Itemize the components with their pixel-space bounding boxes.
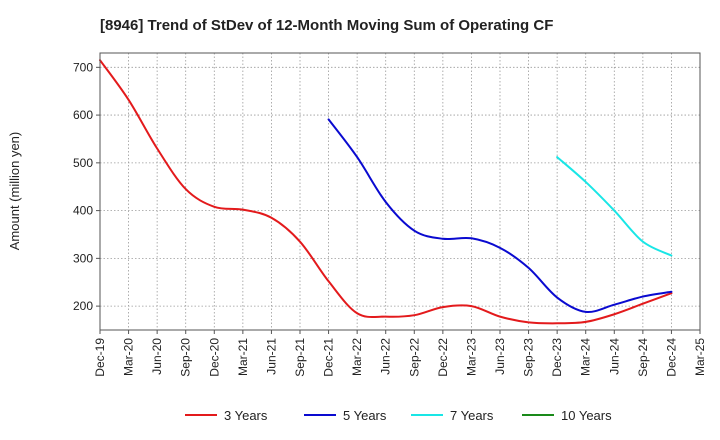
x-tick-label: Sep-24 bbox=[636, 338, 650, 377]
x-tick-label: Dec-24 bbox=[664, 338, 678, 377]
x-axis-ticks: Dec-19 Mar-20 Jun-20 Sep-20 Dec-20 Mar-21 Jun-… bbox=[93, 330, 707, 377]
y-tick-label: 600 bbox=[73, 108, 93, 122]
x-tick-label: Mar-20 bbox=[122, 338, 136, 376]
y-tick-label: 700 bbox=[73, 60, 93, 74]
series-line-5-years bbox=[327, 118, 673, 313]
x-tick-label: Mar-23 bbox=[464, 338, 478, 376]
y-tick-label: 500 bbox=[73, 156, 93, 170]
x-tick-label: Dec-22 bbox=[436, 338, 450, 377]
x-tick-label: Sep-22 bbox=[407, 338, 421, 377]
y-tick-label: 400 bbox=[73, 204, 93, 218]
legend-label: 7 Years bbox=[450, 408, 494, 423]
y-tick-label: 200 bbox=[73, 299, 93, 313]
x-tick-label: Dec-20 bbox=[207, 338, 221, 377]
x-tick-label: Mar-25 bbox=[693, 338, 707, 376]
legend-label: 5 Years bbox=[343, 408, 387, 423]
plot-frame bbox=[99, 52, 701, 331]
series-lines bbox=[99, 59, 673, 325]
x-tick-label: Sep-23 bbox=[522, 338, 536, 377]
x-tick-label: Jun-23 bbox=[493, 338, 507, 375]
x-tick-label: Mar-24 bbox=[579, 338, 593, 376]
x-tick-label: Jun-20 bbox=[150, 338, 164, 375]
x-tick-label: Jun-22 bbox=[379, 338, 393, 375]
legend-label: 10 Years bbox=[561, 408, 612, 423]
chart-title: [8946] Trend of StDev of 12-Month Moving… bbox=[100, 17, 553, 34]
legend: 3 Years 5 Years 7 Years 10 Years bbox=[185, 408, 612, 423]
y-axis-label: Amount (million yen) bbox=[7, 132, 22, 251]
series-line-3-years bbox=[99, 59, 673, 325]
x-tick-label: Mar-22 bbox=[350, 338, 364, 376]
x-tick-label: Mar-21 bbox=[236, 338, 250, 376]
x-tick-label: Dec-21 bbox=[322, 338, 336, 377]
y-axis-ticks: 200 300 400 500 600 700 bbox=[73, 60, 100, 313]
series-line-7-years bbox=[556, 156, 673, 257]
x-tick-label: Jun-21 bbox=[264, 338, 278, 375]
x-tick-label: Sep-21 bbox=[293, 338, 307, 377]
x-tick-label: Sep-20 bbox=[179, 338, 193, 377]
y-tick-label: 300 bbox=[73, 251, 93, 265]
x-tick-label: Jun-24 bbox=[607, 338, 621, 375]
x-tick-label: Dec-23 bbox=[550, 338, 564, 377]
grid bbox=[100, 53, 700, 330]
x-tick-label: Dec-19 bbox=[93, 338, 107, 377]
legend-label: 3 Years bbox=[224, 408, 268, 423]
